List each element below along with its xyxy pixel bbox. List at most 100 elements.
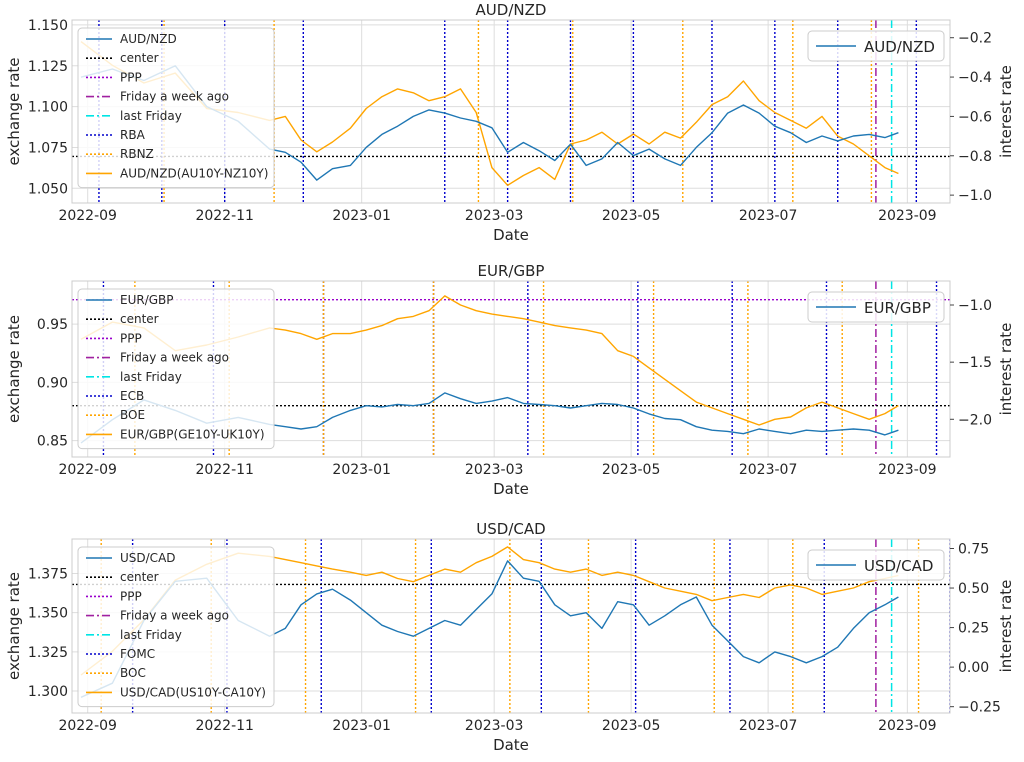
legend-right: EUR/GBP [807,291,945,323]
legend-left-box [77,288,275,450]
chart-panel-2: USD/CAD 2022-09 2022-11 2023-01 2023-03 2023-… [5,520,1015,754]
legend-label: Friday a week ago [120,90,229,104]
y2-tick-label: −2.0 [958,412,992,428]
x-tick-label: 2022-11 [195,718,254,734]
legend-left-box [77,546,275,708]
legend-label: PPP [120,70,142,84]
y2-tick-label: −0.4 [958,70,992,86]
legend-label: AUD/NZD [864,38,935,56]
x-tick-label: 2022-09 [58,718,117,734]
legend-label: USD/CAD [864,557,933,575]
legend-label: FOMC [120,647,155,661]
y-axis-label: exchange rate [5,572,23,680]
x-tick-label: 2022-09 [58,208,117,224]
legend-label: PPP [120,589,142,603]
legend-label: ECB [120,389,144,403]
legend-right-box [807,30,945,62]
x-tick-label: 2023-03 [465,718,524,734]
legend-label: EUR/GBP [864,299,931,317]
legend-right-box [807,549,945,581]
y2-tick-label: −0.2 [958,31,992,47]
legend-label: last Friday [120,628,182,642]
exchange-rate-series-line [80,560,899,698]
plot-frame [71,280,951,458]
x-tick-label: 2023-09 [878,462,937,478]
legend-label: center [120,570,159,584]
y-axis-label: exchange rate [5,57,23,165]
y-tick-label: 1.325 [28,645,68,661]
legend-left: USD/CAD center PPP Friday a week ago last Fr… [77,546,275,708]
y-tick-label: 0.95 [37,317,68,333]
legend-label: Friday a week ago [120,351,229,365]
legend-label: RBNZ [120,147,154,161]
x-tick-label: 2022-11 [195,462,254,478]
x-tick-label: 2023-07 [739,718,798,734]
legend-label: EUR/GBP(GE10Y-UK10Y) [120,427,265,441]
chart-title: USD/CAD [476,520,545,538]
x-tick-label: 2022-09 [58,462,117,478]
legend-label: USD/CAD(US10Y-CA10Y) [120,685,266,699]
x-tick-label: 2023-09 [878,208,937,224]
y-tick-label: 1.150 [28,18,68,34]
y-tick-label: 1.075 [28,140,68,156]
y2-axis-label: interest rate [997,65,1015,158]
legend-label: EUR/GBP [120,293,174,307]
legend-left: AUD/NZD center PPP Friday a week ago last Fr… [77,27,275,189]
y-tick-label: 1.050 [28,181,68,197]
chart-title: AUD/NZD [476,1,547,19]
x-tick-label: 2023-05 [602,462,661,478]
y-tick-label: 1.300 [28,684,68,700]
legend-label: RBA [120,128,146,142]
x-tick-label: 2023-01 [332,462,391,478]
legend-label: BOC [120,666,146,680]
y2-tick-label: 0.00 [958,660,989,676]
legend-right: USD/CAD [807,549,945,581]
y2-tick-label: −0.25 [958,700,1001,716]
x-tick-label: 2023-07 [739,208,798,224]
y-tick-label: 0.85 [37,434,68,450]
y-tick-label: 1.375 [28,566,68,582]
legend-label: USD/CAD [120,551,176,565]
y2-axis-label: interest rate [997,580,1015,673]
legend-label: center [120,51,159,65]
legend-left-box [77,27,275,189]
y2-tick-label: 0.25 [958,621,989,637]
x-tick-label: 2023-07 [739,462,798,478]
chart-panel-0: AUD/NZD 2022-09 2022-11 2023-01 2023-03 2023-… [5,1,1015,244]
x-tick-label: 2023-01 [332,208,391,224]
x-tick-label: 2022-11 [195,208,254,224]
y2-tick-label: 0.50 [958,581,989,597]
y-tick-label: 0.90 [37,375,68,391]
plot-frame [71,538,951,714]
y2-tick-label: 0.75 [958,541,989,557]
interest-rate-series-line [80,546,899,676]
y2-tick-label: −1.0 [958,298,992,314]
legend-right: AUD/NZD [807,30,945,62]
x-tick-label: 2023-09 [878,718,937,734]
y2-tick-label: −1.5 [958,355,992,371]
y2-tick-label: −1.0 [958,188,992,204]
chart-panel-1: EUR/GBP 2022-09 2022-11 2023-01 2023-03 2023-… [5,262,1015,498]
x-axis-label: Date [493,226,529,244]
exchange-rate-series-line [80,65,899,181]
legend-right-box [807,291,945,323]
y2-axis-label: interest rate [997,323,1015,416]
y-axis-label: exchange rate [5,315,23,423]
x-tick-label: 2023-03 [465,462,524,478]
x-tick-label: 2023-05 [602,718,661,734]
x-axis-label: Date [493,480,529,498]
x-tick-label: 2023-05 [602,208,661,224]
legend-label: BOE [120,408,145,422]
y-tick-label: 1.100 [28,100,68,116]
plot-content [72,20,950,203]
legend-label: AUD/NZD(AU10Y-NZ10Y) [120,166,268,180]
legend-label: center [120,312,159,326]
interest-rate-series-line [80,295,899,426]
x-tick-label: 2023-01 [332,718,391,734]
legend-label: last Friday [120,370,182,384]
plot-frame [71,19,951,204]
chart-title: EUR/GBP [478,262,545,280]
legend-left: EUR/GBP center PPP Friday a week ago last Fr… [77,288,275,450]
interest-rate-series-line [80,41,899,187]
